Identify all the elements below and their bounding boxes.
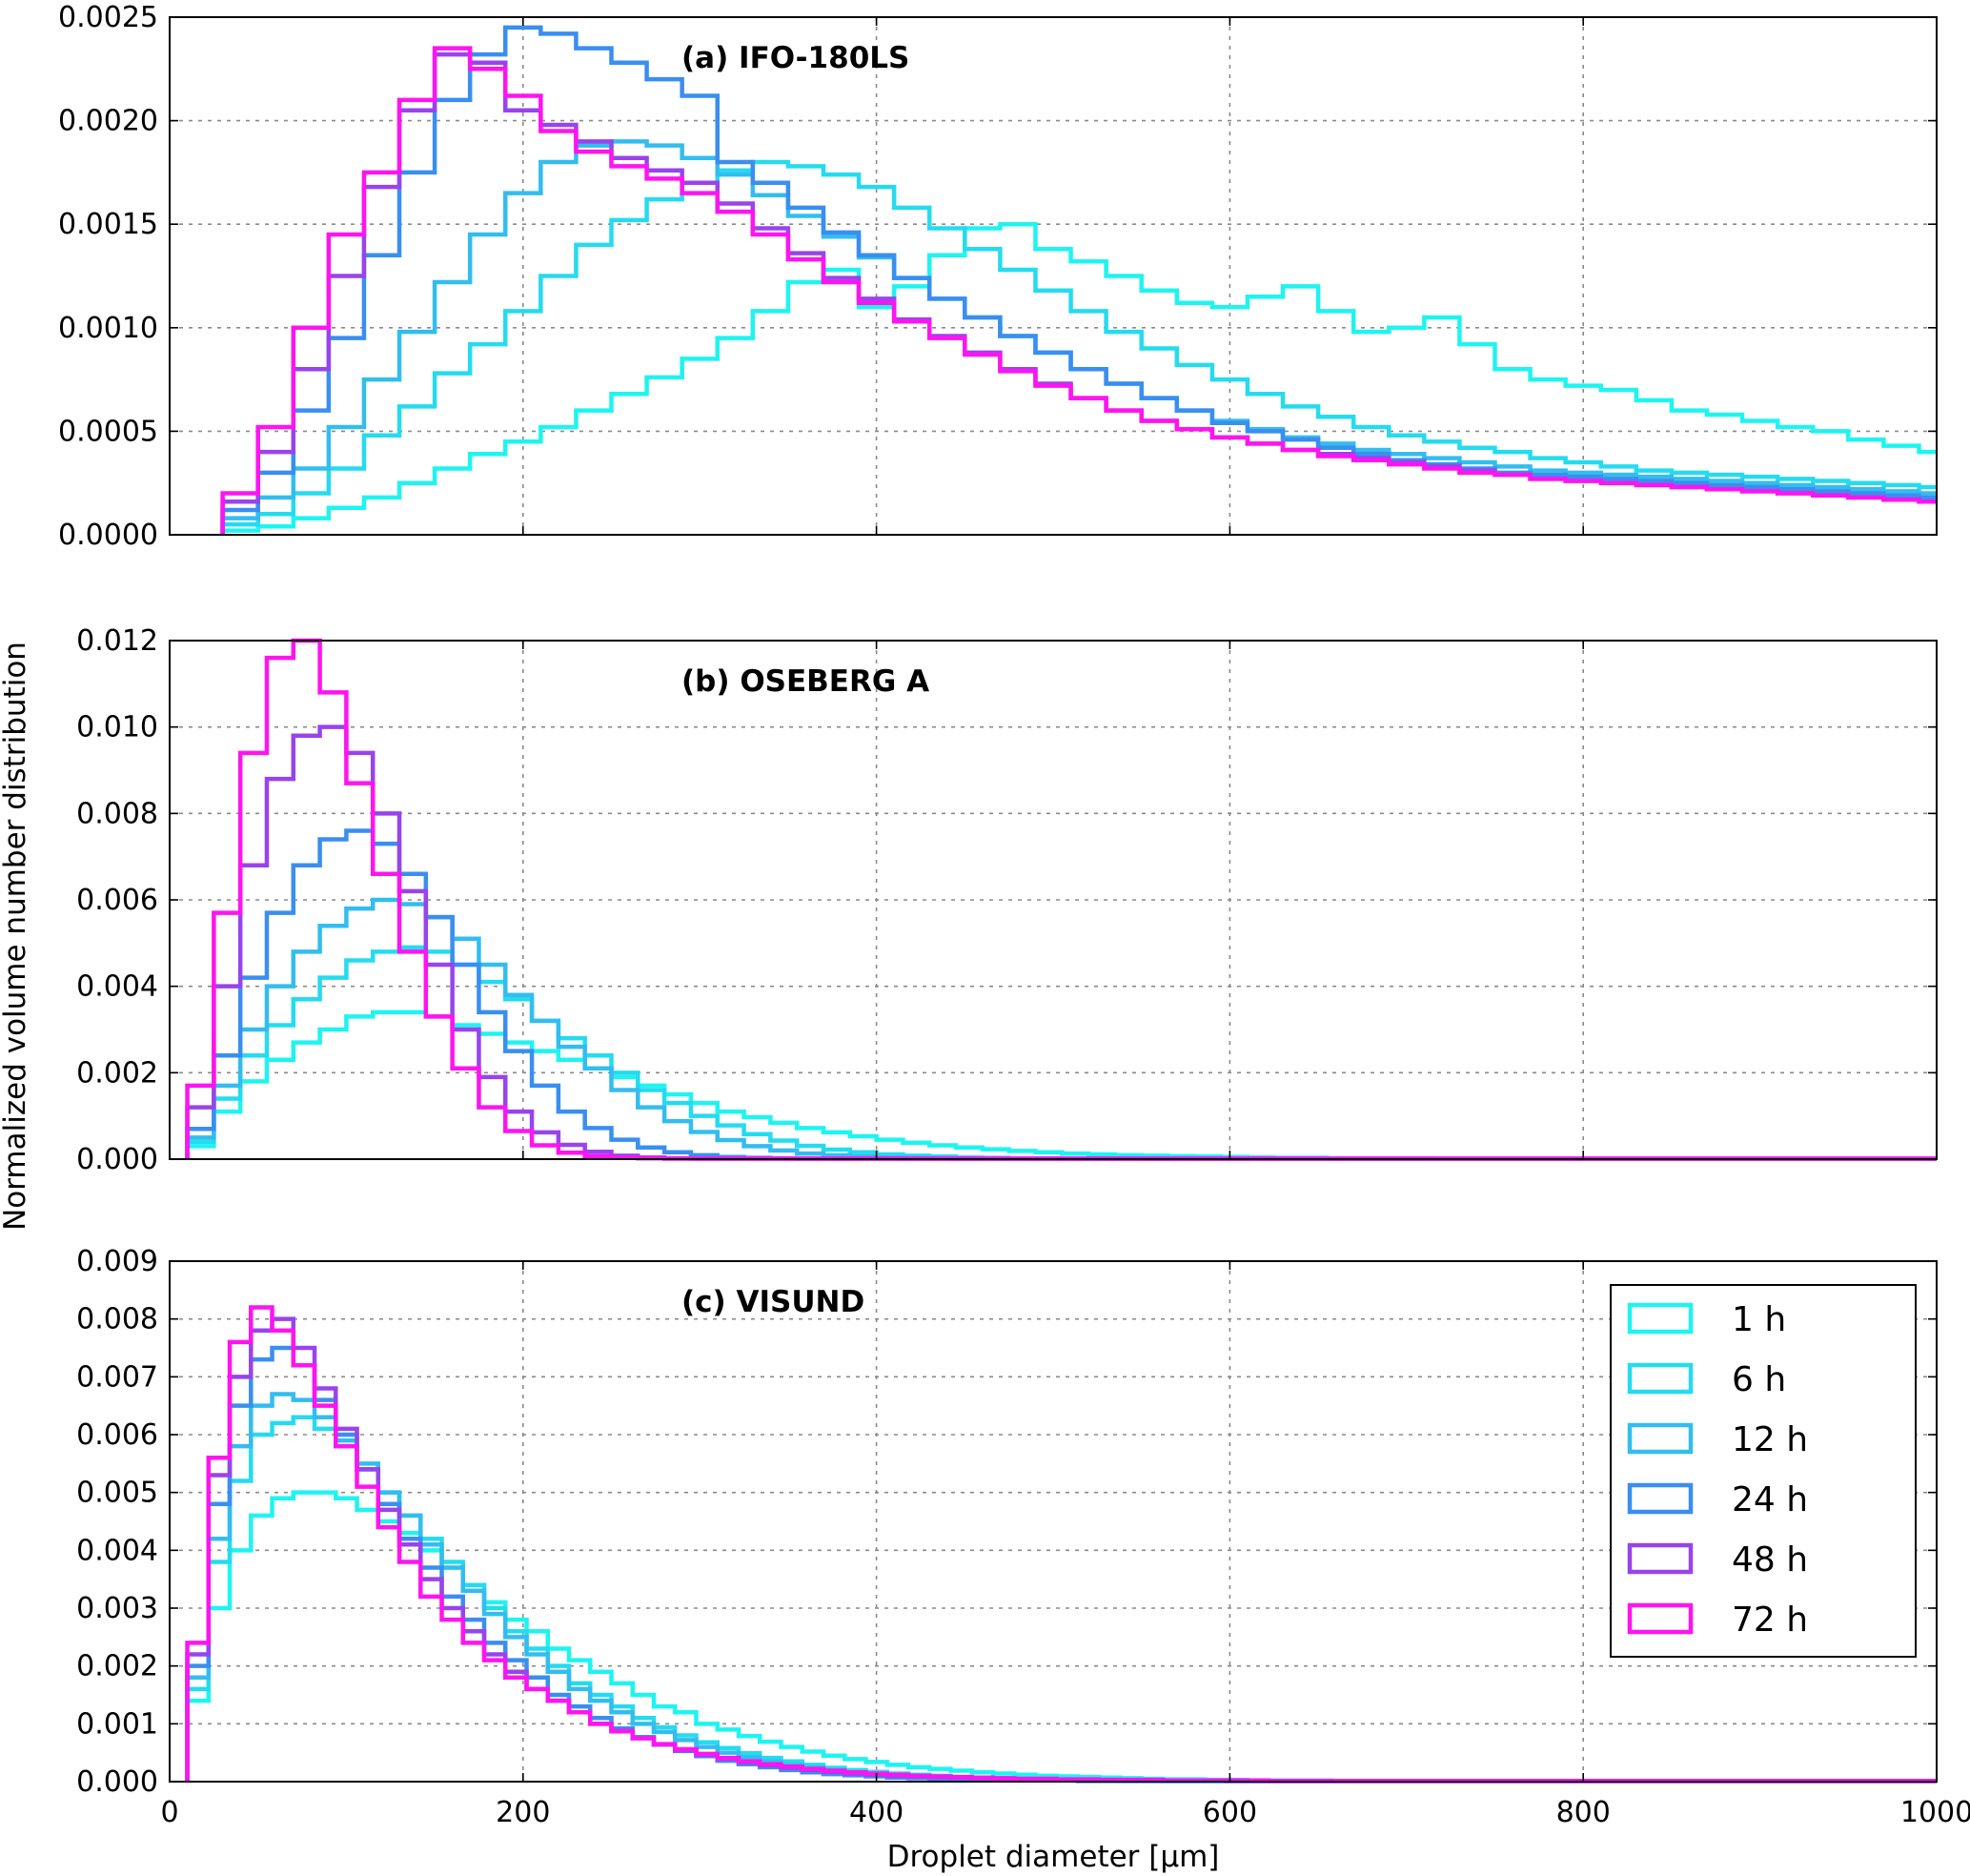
panel-b-series-48-h xyxy=(185,724,1937,1161)
panel-c: 0.000 0.001 0.002 0.003 0.004 0.005 0.006 0.007… xyxy=(76,1245,1970,1829)
panel-c-ytick-label: 0.006 xyxy=(76,1418,158,1452)
panel-c-xtick-label: 1000 xyxy=(1900,1796,1970,1829)
panel-a-series-24-h xyxy=(220,25,1937,535)
legend-label-24-h: 24 h xyxy=(1732,1480,1808,1519)
panel-c-title: (c) VISUND xyxy=(681,1285,864,1319)
legend-label-6-h: 6 h xyxy=(1732,1360,1786,1399)
panel-c-ytick-label: 0.002 xyxy=(76,1650,158,1683)
legend-label-12-h: 12 h xyxy=(1732,1420,1808,1459)
panel-b-ytick-label: 0.004 xyxy=(76,970,158,1004)
panel-b-series-12-h xyxy=(185,897,1937,1161)
panel-b-ytick-label: 0.012 xyxy=(76,624,158,658)
panel-a-title: (a) IFO-180LS xyxy=(681,41,909,75)
legend-swatch-1-h xyxy=(1627,1302,1694,1335)
panel-a: 0.0000 0.0005 0.0010 0.0015 0.0020 0.0025 (a) … xyxy=(58,1,1938,552)
panel-c-ytick-label: 0.004 xyxy=(76,1534,158,1567)
panel-b-series-1-h xyxy=(185,1009,1937,1161)
legend-swatch-24-h xyxy=(1627,1482,1694,1515)
panel-b-series-24-h xyxy=(185,828,1937,1161)
x-axis-title: Droplet diameter [μm] xyxy=(887,1840,1220,1874)
panel-b-ytick-label: 0.002 xyxy=(76,1056,158,1090)
panel-a-series-48-h xyxy=(220,51,1937,535)
panel-a-ytick-label: 0.0000 xyxy=(58,519,158,552)
panel-b-ytick-label: 0.000 xyxy=(76,1143,158,1176)
legend-box xyxy=(1610,1284,1917,1658)
panel-a-series-72-h xyxy=(220,46,1937,535)
y-axis-title: Normalized volume number distribution xyxy=(0,642,32,1231)
panel-a-ytick-label: 0.0010 xyxy=(58,312,158,345)
panel-a-ytick-label: 0.0020 xyxy=(58,105,158,138)
panel-c-frame xyxy=(169,1260,1938,1783)
legend-label-72-h: 72 h xyxy=(1732,1601,1808,1640)
panel-a-frame xyxy=(169,16,1938,536)
panel-c-xtick-label: 0 xyxy=(160,1796,178,1829)
panel-b-ytick-label: 0.010 xyxy=(76,711,158,744)
legend-swatch-72-h xyxy=(1627,1602,1694,1635)
panel-c-xtick-label: 800 xyxy=(1556,1796,1611,1829)
panel-a-series-12-h xyxy=(220,139,1937,535)
panel-b: 0.000 0.002 0.004 0.006 0.008 0.010 0.012 (b) O… xyxy=(76,624,1938,1176)
panel-c-xtick-label: 600 xyxy=(1203,1796,1257,1829)
panel-b-frame xyxy=(169,640,1938,1160)
panel-b-ytick-label: 0.008 xyxy=(76,797,158,830)
panel-b-title: (b) OSEBERG A xyxy=(681,664,929,699)
panel-c-ytick-label: 0.001 xyxy=(76,1707,158,1741)
legend-swatch-6-h xyxy=(1627,1362,1694,1395)
panel-a-ytick-label: 0.0015 xyxy=(58,208,158,241)
panel-c-ytick-label: 0.003 xyxy=(76,1592,158,1625)
panel-a-series-6-h xyxy=(220,159,1937,535)
panel-c-ytick-label: 0.005 xyxy=(76,1477,158,1510)
panel-c-ytick-label: 0.007 xyxy=(76,1360,158,1394)
panel-c-ytick-label: 0.008 xyxy=(76,1303,158,1336)
panel-a-series-1-h xyxy=(220,221,1937,535)
panel-c-xtick-label: 200 xyxy=(496,1796,550,1829)
panel-c-xtick-label: 400 xyxy=(849,1796,904,1829)
legend: 1 h 6 h 12 h 24 h 48 h 72 h xyxy=(1610,1284,1917,1658)
legend-swatch-48-h xyxy=(1627,1542,1694,1575)
panel-c-ytick-label: 0.009 xyxy=(76,1245,158,1278)
panel-b-ytick-label: 0.006 xyxy=(76,884,158,917)
panel-c-ytick-label: 0.000 xyxy=(76,1765,158,1799)
panel-a-ytick-label: 0.0005 xyxy=(58,415,158,448)
panel-b-series-6-h xyxy=(185,945,1937,1161)
legend-label-48-h: 48 h xyxy=(1732,1540,1808,1580)
panels: 0.00000.00050.00100.00150.00200.0025(a) … xyxy=(58,1,1970,1829)
legend-swatch-12-h xyxy=(1627,1422,1694,1455)
panel-a-ytick-label: 0.0025 xyxy=(58,1,158,34)
legend-label-1-h: 1 h xyxy=(1732,1300,1786,1339)
